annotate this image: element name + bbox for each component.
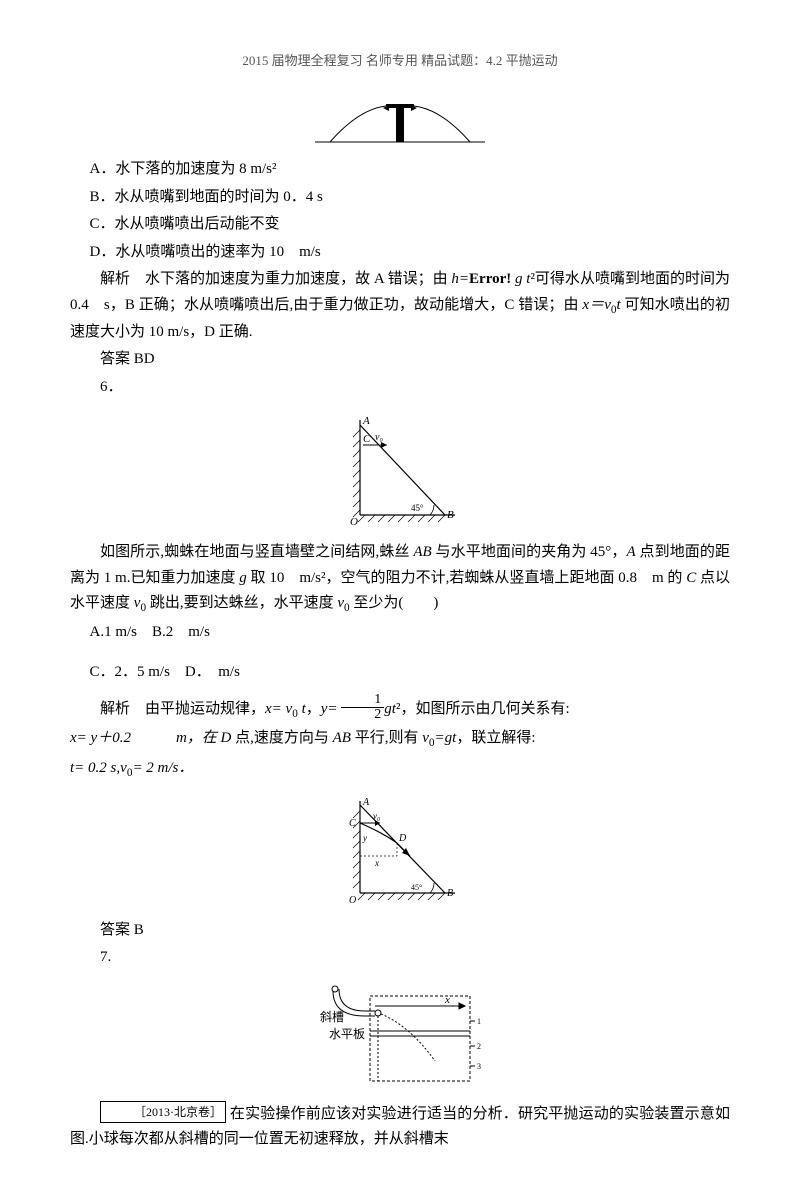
svg-text:O: O (350, 516, 358, 528)
svg-text:45°: 45° (411, 883, 422, 892)
var: D (221, 730, 232, 746)
text: m/s (203, 664, 240, 680)
figure-q7: 1 2 3 斜槽 水平板 x (70, 981, 730, 1091)
figure-q6-1: A C v₀ B O 45° (70, 410, 730, 530)
svg-text:1: 1 (477, 1017, 481, 1026)
text: 至少为( ) (350, 595, 439, 611)
var: g (239, 570, 247, 586)
q5-answer: 答案 BD (70, 347, 730, 373)
var: x＝v (582, 297, 610, 313)
q5-opt-b: B．水从喷嘴到地面的时间为 0．4 s (70, 185, 730, 211)
var: g t (511, 271, 530, 287)
q6-analysis: 解析 由平抛运动规律，x= v0 t，y= 12gt²，如图所示由几何关系有: (70, 695, 730, 724)
q5-opt-c: C．水从喷嘴喷出后动能不变 (70, 212, 730, 238)
text: 解析 水下落的加速度为重力加速度，故 A 错误；由 (100, 271, 451, 287)
figure-q6-2: A C v₀ y x D B O 45° (70, 793, 730, 908)
svg-text:O: O (349, 895, 356, 906)
text: ， (306, 701, 321, 717)
q6-text: 如图所示,蜘蛛在地面与竖直墙壁之间结网,蛛丝 AB 与水平地面间的夹角为 45°… (70, 540, 730, 618)
svg-text:A: A (362, 797, 370, 808)
var: v (120, 760, 127, 776)
svg-text:x: x (444, 994, 450, 1006)
q6-analysis-2: x= y＋0.2 m，在 D 点,速度方向与 AB 平行,则有 v0=gt，联立… (70, 726, 730, 753)
var: v (337, 595, 344, 611)
var: AB (413, 544, 431, 560)
q6-analysis-3: t= 0.2 s,v0= 2 m/s． (70, 756, 730, 783)
text: 点,速度方向与 (231, 730, 332, 746)
q6-number: 6． (70, 375, 730, 401)
svg-text:45°: 45° (411, 503, 424, 513)
svg-text:v₀: v₀ (373, 811, 380, 821)
var: A (627, 544, 636, 560)
svg-text:3: 3 (477, 1062, 481, 1071)
var: AB (333, 730, 351, 746)
var: t (298, 701, 306, 717)
text: 解析 由平抛运动规律， (100, 701, 265, 717)
q6-answer: 答案 B (70, 918, 730, 944)
q5-opt-a: A．水下落的加速度为 8 m/s² (70, 157, 730, 183)
svg-text:y: y (362, 833, 367, 843)
svg-text:x: x (374, 858, 379, 868)
var: v (422, 730, 429, 746)
svg-text:A: A (362, 415, 370, 427)
q5-analysis: 解析 水下落的加速度为重力加速度，故 A 错误；由 h=Error! g t²可… (70, 267, 730, 345)
text: C．2．5 m/s D． (90, 664, 204, 680)
page-header: 2015 届物理全程复习 名师专用 精品试题：4.2 平抛运动 (70, 50, 730, 72)
error-text: Error! (469, 271, 511, 287)
var: C (686, 570, 696, 586)
text: ，联立解得: (456, 730, 535, 746)
var: t= 0.2 s, (70, 760, 120, 776)
var: gt (384, 701, 396, 717)
source-tag: ［2013·北京卷］ (100, 1101, 226, 1123)
var: y= (321, 701, 338, 717)
svg-text:2: 2 (477, 1042, 481, 1051)
svg-text:v₀: v₀ (375, 432, 383, 443)
svg-text:B: B (447, 888, 453, 899)
text: 与水平地面间的夹角为 45°， (432, 544, 627, 560)
var: x= v (265, 701, 292, 717)
var: x= y＋0.2 m，在 (70, 730, 221, 746)
var: =gt (435, 730, 457, 746)
q7-text: ［2013·北京卷］ 在实验操作前应该对实验进行适当的分析．研究平抛运动的实验装… (70, 1101, 730, 1153)
svg-text:斜槽: 斜槽 (320, 1010, 344, 1024)
svg-text:B: B (447, 509, 454, 521)
var: h= (451, 271, 469, 287)
text: 取 10 m/s²，空气的阻力不计,若蜘蛛从竖直墙上距地面 0.8 m 的 (247, 570, 686, 586)
text: 平行,则有 (351, 730, 422, 746)
text: 跳出,要到达蛛丝，水平速度 (146, 595, 337, 611)
figure-fountain (70, 92, 730, 147)
text: ²，如图所示由几何关系有: (396, 701, 570, 717)
var: = 2 m/s． (132, 760, 193, 776)
q6-opt-ab: A.1 m/s B.2 m/s (70, 620, 730, 646)
q7-number: 7. (70, 945, 730, 971)
svg-text:水平板: 水平板 (329, 1027, 365, 1041)
fraction: 12 (341, 693, 384, 722)
svg-text:C: C (363, 433, 371, 445)
svg-text:C: C (349, 818, 356, 829)
q6-opt-cd: C．2．5 m/s D． m/s (70, 660, 730, 686)
svg-text:D: D (398, 833, 407, 844)
q5-opt-d: D．水从喷嘴喷出的速率为 10 m/s (70, 240, 730, 266)
text: 如图所示,蜘蛛在地面与竖直墙壁之间结网,蛛丝 (100, 544, 413, 560)
